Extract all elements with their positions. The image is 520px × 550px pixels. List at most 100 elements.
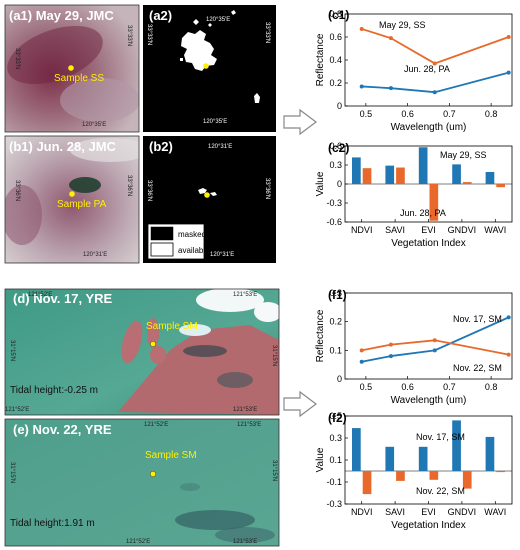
c2-ytick-label: 0.3	[329, 160, 342, 170]
c1-point	[432, 61, 437, 66]
f2-plot-area	[344, 415, 513, 505]
lat-label-b1: 33°36'N	[14, 180, 20, 201]
lat-label-d2: 31°15'N	[271, 345, 277, 366]
c1-xtick-label: 0.7	[443, 109, 456, 119]
f1-ylabel: Reflectance	[315, 309, 326, 362]
c1-point	[506, 70, 511, 75]
c1-point	[359, 26, 364, 31]
lat-label-a1-right: 33°33'N	[126, 25, 132, 46]
sample-label-a1: Sample SS	[54, 73, 104, 84]
f2-xtick-label: EVI	[421, 507, 436, 517]
c1-point	[359, 84, 364, 89]
c2-xtick-label: WAVI	[484, 225, 506, 235]
c2-bar	[352, 157, 361, 184]
lon-label-b2-top: 120°31'E	[208, 144, 232, 150]
f1-ytick-label: 0	[337, 374, 342, 384]
c1-point	[506, 35, 511, 39]
f1-point	[432, 348, 437, 353]
panel-b1: (b1) Jun. 28, JMC Sample PA 33°36'N 33°3…	[4, 135, 140, 264]
sample-point-b2	[204, 192, 210, 198]
lon-label-d-bottom2: 121°53'E	[233, 407, 257, 413]
f1-point	[359, 359, 364, 364]
c2-series-label: May 29, SS	[440, 150, 487, 160]
f2-xlabel: Vegetation Index	[391, 520, 466, 531]
c2-bar	[496, 184, 505, 188]
f2-xtick-label: GNDVI	[448, 507, 477, 517]
f2-bar	[396, 471, 405, 481]
lat-label-d: 31°15'N	[9, 340, 15, 361]
c1-xlabel: Wavelength (um)	[391, 122, 467, 133]
f1-point	[432, 338, 437, 343]
f2-bar	[462, 471, 472, 489]
c1-ytick-label: 0.4	[329, 55, 342, 65]
f1-point	[506, 352, 511, 357]
lon-label-b2-bottom: 120°31'E	[210, 252, 234, 258]
c2-bar	[396, 167, 405, 184]
lat-label-a2: 33°33'N	[146, 24, 152, 45]
arrow-right-icon	[283, 108, 317, 136]
f1-point	[388, 342, 393, 347]
f1-series-line-0	[361, 316, 510, 363]
c2-ytick-label: -0.3	[326, 198, 342, 208]
c1-point	[388, 86, 393, 91]
c2-xtick-label: SAVI	[385, 225, 405, 235]
f1-xlabel: Wavelength (um)	[391, 395, 467, 406]
sample-point-a1	[68, 65, 74, 71]
panel-a2: (a2) 33°33'N 33°33'N 120°35'E 120°35'E	[143, 5, 276, 132]
sample-point-d	[149, 340, 157, 348]
f1-point	[506, 315, 511, 320]
f2-series-label: Nov. 17, SM	[416, 432, 465, 442]
panel-label-b2: (b2)	[149, 139, 173, 154]
cloud-d	[196, 289, 264, 312]
c1-series-line-1	[361, 28, 509, 65]
c1-ytick-label: 0.6	[329, 32, 342, 42]
f1-xtick-label: 0.5	[360, 382, 373, 392]
f1-xtick-label: 0.8	[485, 382, 498, 392]
panel-label-d: (d) Nov. 17, YRE	[13, 291, 113, 306]
f2-ytick-label: 0.5	[329, 411, 342, 421]
f1-ytick-label: 0.3	[329, 288, 342, 298]
f1-series-line-1	[361, 339, 509, 356]
mask-legend: masked available	[147, 223, 210, 260]
panel-label-a2: (a2)	[149, 8, 172, 23]
f2-ytick-label: -0.1	[326, 477, 342, 487]
panel-a1: (a1) May 29, JMC Sample SS 33°33'N 33°33…	[4, 4, 140, 133]
c2-bar	[385, 165, 395, 184]
f1-series-label: Nov. 17, SM	[453, 314, 502, 324]
panel-b2: (b2) 33°36'N 33°36'N 120°31'E 120°31'E m…	[143, 136, 276, 263]
f2-bar	[485, 436, 495, 471]
tide-label-e: Tidal height:1.91 m	[10, 518, 95, 529]
f2-xtick-label: NDVI	[351, 507, 373, 517]
c2-ylabel: Value	[315, 171, 326, 196]
f2-xtick-label: SAVI	[385, 507, 405, 517]
lon-label-a2-top: 120°35'E	[206, 17, 230, 23]
c1-panel-label: (c1)	[328, 8, 349, 22]
c1-ytick-label: 0.8	[329, 9, 342, 19]
sample-point-a2	[203, 63, 209, 69]
c2-panel-label: (c2)	[328, 141, 349, 155]
lon-label-e-top2: 121°53'E	[237, 422, 261, 428]
f1-series-label: Nov. 22, SM	[453, 363, 502, 373]
c2-bar	[429, 184, 439, 221]
f2-bar	[429, 471, 439, 480]
sample-point-e	[149, 470, 157, 478]
panel-label-a1: (a1) May 29, JMC	[9, 8, 114, 23]
lon-label-a1: 120°35'E	[82, 122, 106, 128]
c1-series-label: May 29, SS	[379, 20, 426, 30]
f1-ytick-label: 0.2	[329, 317, 342, 327]
f2-bar	[385, 446, 395, 471]
lon-label-e-top: 121°52'E	[144, 422, 168, 428]
available-region-a2	[181, 30, 217, 71]
c2-bar	[485, 171, 495, 184]
panel-label-e: (e) Nov. 22, YRE	[13, 422, 112, 437]
f1-xtick-label: 0.6	[401, 382, 414, 392]
c2-xtick-label: NDVI	[351, 225, 373, 235]
c2-bar	[362, 168, 372, 184]
c1-series-line-0	[361, 71, 509, 94]
c1-ytick-label: 0.2	[329, 78, 342, 88]
f2-bar	[352, 428, 361, 471]
legend-masked: masked	[178, 230, 206, 239]
f2-ytick-label: -0.3	[326, 499, 342, 509]
sample-label-e: Sample SM	[145, 450, 197, 461]
